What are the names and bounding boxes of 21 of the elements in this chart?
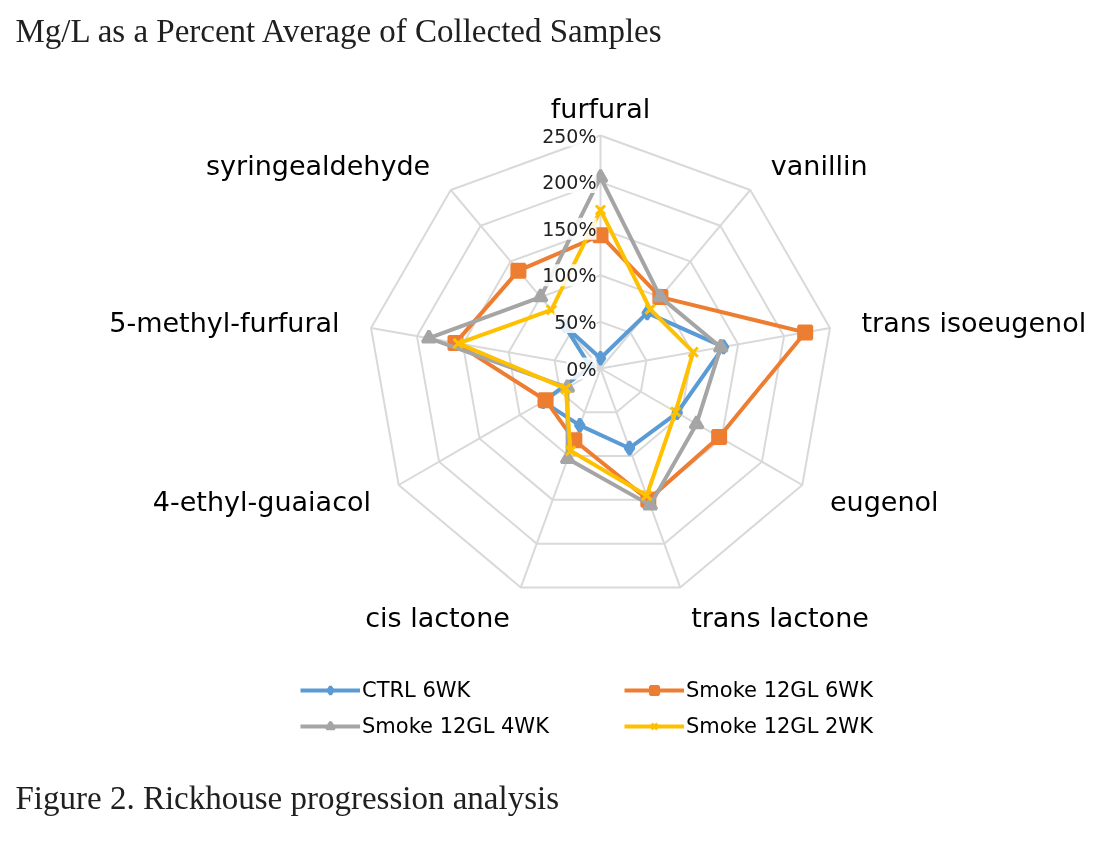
- legend-label: Smoke 12GL 4WK: [362, 714, 550, 738]
- y-tick-label: 0%: [566, 357, 597, 380]
- y-tick-label: 200%: [542, 171, 597, 194]
- spoke-label: cis lactone: [365, 602, 510, 634]
- legend-label: CTRL 6WK: [362, 678, 472, 702]
- spoke-label: syringealdehyde: [206, 150, 431, 181]
- y-tick-label: 100%: [542, 264, 597, 287]
- spoke-label: vanillin: [770, 150, 868, 181]
- caption: Figure 2. Rickhouse progression analysis: [15, 779, 560, 816]
- spoke-label: furfural: [550, 92, 651, 124]
- spoke-label: eugenol: [830, 485, 939, 517]
- legend-label: Smoke 12GL 2WK: [686, 714, 874, 738]
- y-tick-label: 50%: [554, 310, 597, 333]
- spoke-label: trans isoeugenol: [861, 306, 1087, 338]
- spoke-label: 4-ethyl-guaiacol: [152, 485, 372, 517]
- legend-label: Smoke 12GL 6WK: [686, 678, 874, 702]
- y-tick-label: 250%: [542, 124, 597, 147]
- y-tick-label: 150%: [542, 217, 597, 240]
- chart-title: Mg/L as a Percent Average of Collected Samples: [15, 12, 662, 49]
- spoke-label: trans lactone: [691, 602, 869, 634]
- spoke-label: 5-methyl-furfural: [109, 306, 340, 338]
